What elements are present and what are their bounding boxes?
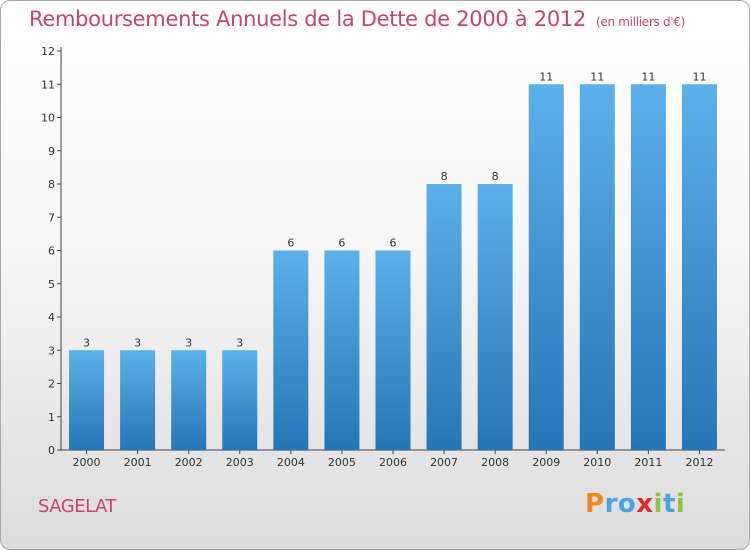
bar-2005 (324, 250, 360, 450)
bar-2007 (426, 184, 462, 450)
bar-2012 (681, 84, 717, 450)
x-tick-label: 2000 (73, 456, 101, 469)
x-tick-label: 2003 (226, 456, 254, 469)
data-label: 6 (287, 237, 294, 250)
x-tick-label: 2009 (532, 456, 560, 469)
y-tick-label: 0 (48, 444, 55, 457)
y-tick-label: 11 (41, 78, 55, 91)
logo-letter: x (636, 489, 654, 519)
bar-2011 (630, 84, 666, 450)
x-tick-label: 2006 (379, 456, 407, 469)
y-tick-label: 12 (41, 45, 55, 58)
data-label: 8 (492, 170, 499, 183)
logo-letter: o (617, 489, 637, 519)
x-tick-label: 2005 (328, 456, 356, 469)
x-tick-label: 2004 (277, 456, 305, 469)
y-tick-label: 4 (48, 311, 55, 324)
y-tick-label: 7 (48, 211, 55, 224)
data-label: 6 (338, 237, 345, 250)
x-tick-label: 2010 (583, 456, 611, 469)
y-tick-label: 9 (48, 145, 55, 158)
bar-2002 (171, 350, 207, 450)
data-label: 6 (390, 237, 397, 250)
x-tick-label: 2008 (481, 456, 509, 469)
x-tick-label: 2002 (175, 456, 203, 469)
bar-2001 (120, 350, 156, 450)
bar-2003 (222, 350, 258, 450)
y-tick-label: 8 (48, 178, 55, 191)
commune-name: SAGELAT (38, 496, 116, 517)
data-label: 11 (692, 70, 706, 83)
logo-letter: t (662, 489, 676, 519)
bar-2008 (477, 184, 513, 450)
data-label: 8 (441, 170, 448, 183)
title-text: Remboursements Annuels de la Dette de 20… (29, 7, 586, 31)
data-label: 3 (185, 336, 192, 349)
data-label: 3 (134, 336, 141, 349)
data-label: 11 (539, 70, 553, 83)
bar-2009 (528, 84, 564, 450)
x-tick-label: 2012 (685, 456, 713, 469)
bar-2006 (375, 250, 411, 450)
proxiti-logo[interactable]: Proxiti (585, 489, 685, 519)
chart-subtitle: (en milliers d'€) (596, 15, 686, 29)
chart-title: Remboursements Annuels de la Dette de 20… (29, 7, 685, 31)
x-tick-label: 2007 (430, 456, 458, 469)
data-label: 3 (236, 336, 243, 349)
y-tick-label: 1 (48, 411, 55, 424)
y-tick-label: 10 (41, 112, 55, 125)
x-tick-label: 2001 (124, 456, 152, 469)
data-label: 11 (641, 70, 655, 83)
logo-letter: P (585, 489, 605, 519)
data-label: 11 (590, 70, 604, 83)
bar-2010 (579, 84, 615, 450)
y-tick-label: 5 (48, 278, 55, 291)
y-tick-label: 6 (48, 245, 55, 258)
bar-2000 (69, 350, 105, 450)
bar-2004 (273, 250, 309, 450)
x-tick-label: 2011 (634, 456, 662, 469)
logo-letter: i (675, 489, 686, 519)
data-label: 3 (83, 336, 90, 349)
logo-letter: i (653, 489, 663, 519)
y-tick-label: 3 (48, 344, 55, 357)
logo-letter: r (604, 489, 618, 519)
y-tick-label: 2 (48, 378, 55, 391)
